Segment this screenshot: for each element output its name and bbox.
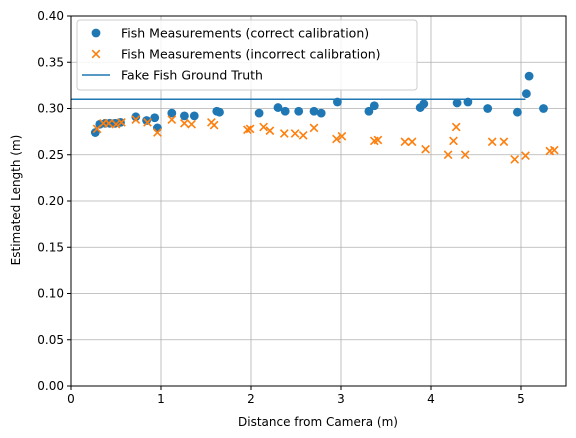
- correct-calibration-point: [483, 104, 492, 113]
- y-tick-label: 0.20: [37, 194, 64, 208]
- correct-calibration-point: [153, 124, 162, 133]
- correct-calibration-point: [525, 72, 534, 81]
- correct-calibration-point: [333, 98, 342, 107]
- correct-calibration-point: [281, 107, 290, 116]
- x-tick-label: 1: [157, 392, 165, 406]
- y-tick-label: 0.00: [37, 379, 64, 393]
- correct-calibration-point: [513, 108, 522, 117]
- correct-calibration-point: [150, 113, 159, 122]
- y-tick-label: 0.25: [37, 148, 64, 162]
- correct-calibration-point: [317, 109, 326, 118]
- y-tick-label: 0.35: [37, 55, 64, 69]
- x-tick-label: 2: [247, 392, 255, 406]
- legend-entry-label: Fish Measurements (incorrect calibration…: [121, 47, 381, 62]
- y-tick-label: 0.10: [37, 287, 64, 301]
- y-tick-label: 0.05: [37, 333, 64, 347]
- y-tick-label: 0.30: [37, 102, 64, 116]
- y-axis-label: Estimated Length (m): [9, 135, 23, 266]
- correct-calibration-point: [255, 109, 264, 118]
- x-axis-label: Distance from Camera (m): [238, 415, 398, 429]
- x-tick-label: 3: [337, 392, 345, 406]
- correct-calibration-point: [215, 108, 224, 117]
- legend-circle-marker: [92, 29, 101, 38]
- correct-calibration-point: [180, 112, 189, 121]
- legend: Fish Measurements (correct calibration) F…: [77, 20, 417, 90]
- correct-calibration-point: [464, 98, 473, 107]
- correct-calibration-point: [190, 112, 199, 121]
- legend-entry-label: Fish Measurements (correct calibration): [121, 26, 369, 41]
- correct-calibration-point: [419, 99, 428, 108]
- x-tick-label: 5: [517, 392, 525, 406]
- legend-entry-label: Fake Fish Ground Truth: [121, 68, 263, 83]
- x-tick-label: 0: [67, 392, 75, 406]
- x-tick-label: 4: [427, 392, 435, 406]
- y-tick-label: 0.40: [37, 9, 64, 23]
- y-tick-label: 0.15: [37, 240, 64, 254]
- correct-calibration-point: [539, 104, 548, 113]
- correct-calibration-point: [453, 99, 462, 108]
- correct-calibration-point: [522, 89, 531, 98]
- correct-calibration-point: [370, 101, 379, 110]
- correct-calibration-point: [294, 107, 303, 116]
